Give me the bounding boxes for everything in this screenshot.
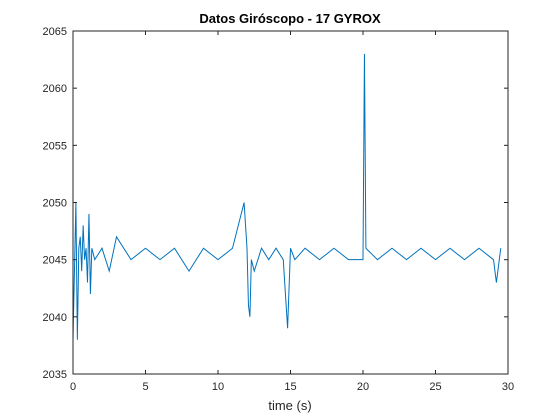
y-tick-label: 2055 bbox=[43, 140, 67, 152]
y-tick-label: 2035 bbox=[43, 369, 67, 381]
x-tick-label: 0 bbox=[70, 381, 76, 393]
x-tick-label: 5 bbox=[142, 381, 148, 393]
series-line-0 bbox=[72, 53, 502, 340]
x-tick-label: 25 bbox=[429, 381, 441, 393]
y-tick-label: 2045 bbox=[43, 255, 67, 267]
x-axis-ticks: 0 5 10 15 20 25 30 bbox=[70, 31, 514, 393]
x-axis-label: time (s) bbox=[268, 398, 311, 413]
x-tick-label: 15 bbox=[284, 381, 296, 393]
y-tick-label: 2050 bbox=[43, 198, 67, 210]
series-layer bbox=[72, 53, 502, 340]
chart-title: Datos Giróscopo - 17 GYROX bbox=[199, 11, 381, 26]
y-axis-ticks: 2035 2040 2045 2050 2055 2060 2065 bbox=[43, 26, 508, 381]
plot-area bbox=[73, 31, 508, 374]
y-tick-label: 2065 bbox=[43, 26, 67, 38]
y-tick-label: 2060 bbox=[43, 83, 67, 95]
x-tick-label: 30 bbox=[502, 381, 514, 393]
x-tick-label: 10 bbox=[212, 381, 224, 393]
y-tick-label: 2040 bbox=[43, 312, 67, 324]
x-tick-label: 20 bbox=[357, 381, 369, 393]
